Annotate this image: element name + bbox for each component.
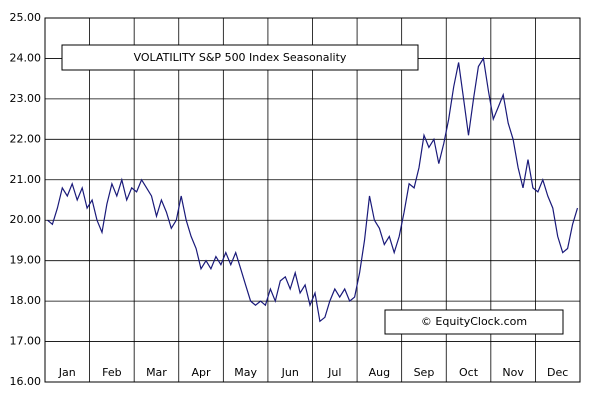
title-box [61,44,419,71]
watermark: © EquityClock.com [421,315,527,328]
chart-title: VOLATILITY S&P 500 Index Seasonality [134,51,347,64]
x-tick-label: Mar [146,366,167,379]
y-tick-label: 23.00 [10,92,42,105]
x-tick-label: Oct [459,366,479,379]
y-tick-label: 20.00 [10,213,42,226]
watermark-box [384,309,564,335]
y-tick-label: 16.00 [10,375,42,388]
y-tick-label: 24.00 [10,51,42,64]
y-tick-label: 18.00 [10,294,42,307]
x-tick-label: Dec [547,366,568,379]
y-tick-label: 21.00 [10,173,42,186]
x-tick-label: Apr [192,366,212,379]
y-tick-label: 25.00 [10,11,42,24]
x-tick-label: Jul [327,366,341,379]
x-tick-label: Nov [502,366,524,379]
x-tick-label: Sep [414,366,435,379]
x-tick-label: Jun [281,366,299,379]
y-tick-label: 19.00 [10,254,42,267]
series-line [47,56,579,323]
x-tick-label: Feb [102,366,121,379]
x-tick-label: Aug [369,366,390,379]
x-tick-label: May [234,366,257,379]
y-tick-label: 22.00 [10,132,42,145]
x-tick-label: Jan [58,366,76,379]
y-tick-label: 17.00 [10,335,42,348]
